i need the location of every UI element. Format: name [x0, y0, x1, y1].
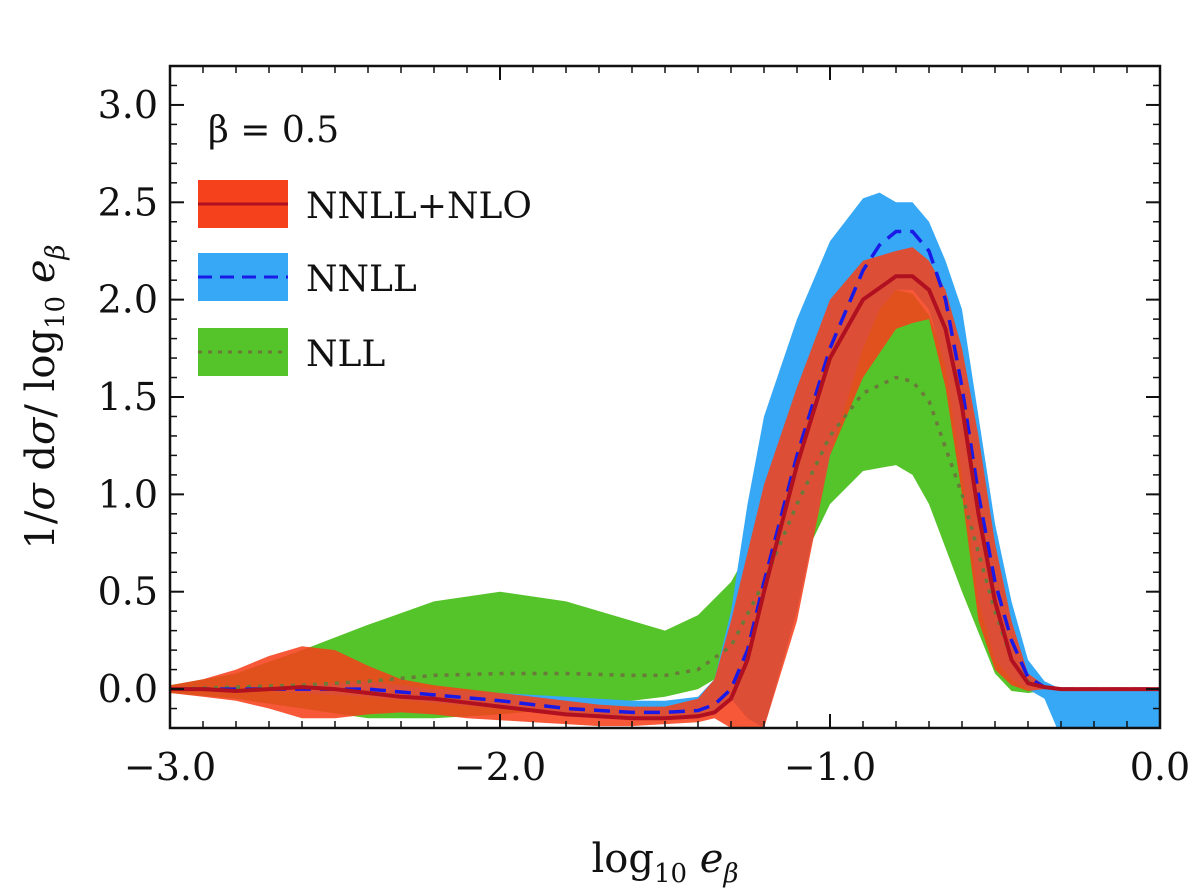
legend-item-nll: NLL — [198, 328, 385, 376]
x-tick-label: 0.0 — [1130, 745, 1190, 789]
bands-layer — [170, 192, 1160, 728]
tick-labels-layer: −3.0 −2.0 −1.0 0.0 0.0 0.5 1.0 1.5 2.0 2.5 3.0 — [98, 83, 1191, 789]
band-nnll-nlo — [170, 247, 1160, 728]
y-axis-label: 1/σ dσ/ log10 eβ — [18, 244, 71, 549]
legend-item-nnll: NNLL — [198, 253, 417, 301]
x-tick-label: −1.0 — [784, 745, 876, 789]
beta-annotation: β = 0.5 — [208, 110, 339, 151]
line-nnll — [170, 229, 1160, 715]
x-tick-label: −3.0 — [124, 745, 216, 789]
line-nnll-nlo — [170, 274, 1160, 721]
legend-item-nnll-nlo: NNLL+NLO — [198, 180, 532, 228]
legend-label-nnll: NNLL — [306, 259, 417, 300]
y-tick-label: 1.5 — [98, 375, 158, 419]
lines-layer — [170, 229, 1160, 721]
ticks-layer — [169, 65, 1161, 729]
x-tick-label: −2.0 — [454, 745, 546, 789]
legend: NNLL+NLO NNLL NLL — [198, 180, 532, 376]
y-tick-label: 2.5 — [98, 180, 158, 224]
y-tick-label: 0.0 — [98, 667, 158, 711]
y-tick-label: 2.0 — [98, 278, 158, 322]
legend-label-nll: NLL — [306, 334, 385, 375]
y-tick-label: 0.5 — [98, 570, 158, 614]
legend-label-nnll-nlo: NNLL+NLO — [306, 186, 532, 227]
x-axis-label: log10 eβ — [592, 836, 739, 889]
y-tick-label: 1.0 — [98, 472, 158, 516]
legend-swatch-nll — [198, 328, 288, 376]
band-nll — [170, 289, 1160, 719]
y-tick-label: 3.0 — [98, 83, 158, 127]
